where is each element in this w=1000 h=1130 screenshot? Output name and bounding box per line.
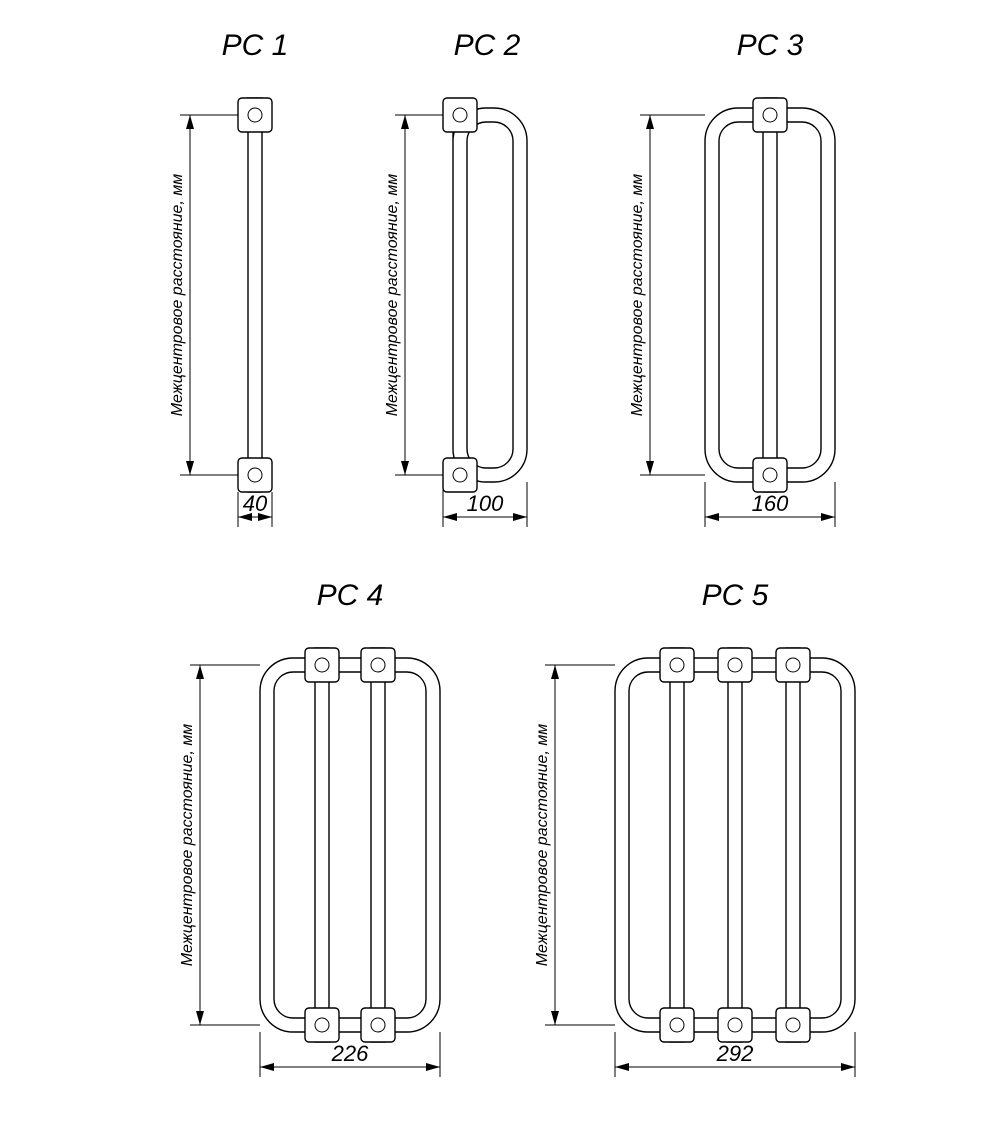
title-pc3: РС 3	[737, 29, 804, 62]
variant-pc1: РС 1 Межцентровое расстояние, мм 40	[169, 29, 288, 527]
variant-pc4: РС 4 Межцентровое расстояние, мм 226	[179, 579, 440, 1077]
vlabel-pc4: Межцентровое расстояние, мм	[179, 724, 196, 967]
vlabel-pc1: Межцентровое расстояние, мм	[169, 174, 186, 417]
title-pc2: РС 2	[454, 29, 521, 62]
variant-pc2: РС 2 Межцентровое расстояние, мм 100	[384, 29, 527, 527]
width-pc2: 100	[467, 491, 504, 516]
vlabel-pc5: Межцентровое расстояние, мм	[534, 724, 551, 967]
width-pc3: 160	[752, 491, 789, 516]
title-pc4: РС 4	[317, 579, 384, 612]
width-pc1: 40	[243, 491, 268, 516]
variant-pc3: РС 3 Межцентровое расстояние, мм 160	[629, 29, 835, 527]
width-pc4: 226	[331, 1041, 369, 1066]
title-pc1: РС 1	[222, 29, 289, 62]
vlabel-pc2: Межцентровое расстояние, мм	[384, 174, 401, 417]
variant-pc5: РС 5 Межцентровое расстояние, мм	[534, 579, 855, 1077]
vlabel-pc3: Межцентровое расстояние, мм	[629, 174, 646, 417]
drawing-canvas: РС 1 Межцентровое расстояние, мм 40 РС 2	[0, 0, 1000, 1130]
title-pc5: РС 5	[702, 579, 769, 612]
width-pc5: 292	[716, 1041, 754, 1066]
